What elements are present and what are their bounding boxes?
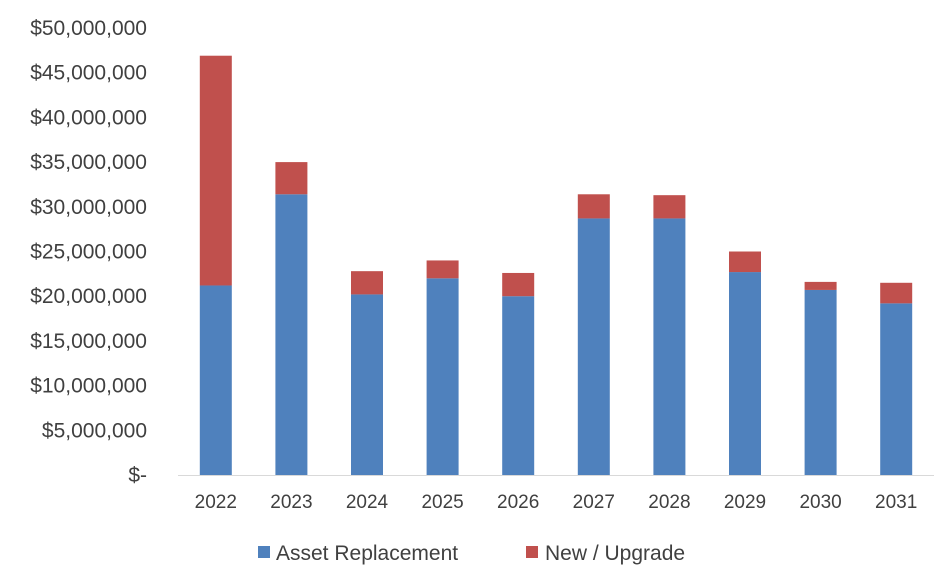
bar-asset-replacement — [880, 303, 913, 475]
legend-swatch-new-upgrade — [526, 546, 538, 558]
bar-new-upgrade — [502, 272, 535, 297]
bar-asset-replacement — [275, 194, 308, 475]
legend: Asset Replacement New / Upgrade — [258, 542, 685, 565]
bar-group — [199, 55, 913, 475]
x-tick-label: 2028 — [648, 492, 690, 513]
x-axis: 2022 2023 2024 2025 2026 2027 2028 2029 2030 2031 — [195, 492, 918, 513]
bar-new-upgrade — [577, 194, 610, 219]
x-tick-label: 2026 — [497, 492, 539, 513]
bar-asset-replacement — [804, 289, 837, 475]
y-axis: $- $5,000,000 $10,000,000 $15,000,000 $20,00… — [30, 17, 147, 487]
bar-new-upgrade — [275, 162, 308, 195]
bar-asset-replacement — [653, 218, 686, 475]
y-tick-label: $15,000,000 — [30, 330, 147, 353]
y-tick-label: $- — [128, 464, 147, 487]
y-tick-label: $35,000,000 — [30, 151, 147, 174]
x-tick-label: 2025 — [421, 492, 463, 513]
y-tick-label: $30,000,000 — [30, 196, 147, 219]
y-tick-label: $20,000,000 — [30, 285, 147, 308]
bar-asset-replacement — [199, 285, 232, 475]
x-tick-label: 2031 — [875, 492, 917, 513]
bar-new-upgrade — [653, 195, 686, 219]
legend-label-new-upgrade: New / Upgrade — [545, 542, 685, 565]
bar-new-upgrade — [804, 281, 837, 290]
bar-new-upgrade — [426, 260, 459, 279]
x-tick-label: 2027 — [573, 492, 615, 513]
bar-asset-replacement — [577, 218, 610, 475]
x-tick-label: 2029 — [724, 492, 766, 513]
legend-swatch-asset-replacement — [258, 546, 270, 558]
legend-label-asset-replacement: Asset Replacement — [276, 542, 458, 565]
x-tick-label: 2030 — [799, 492, 841, 513]
bar-asset-replacement — [729, 272, 761, 475]
bar-new-upgrade — [729, 251, 761, 273]
bar-new-upgrade — [199, 55, 232, 286]
bar-new-upgrade — [351, 271, 383, 295]
x-tick-label: 2024 — [346, 492, 389, 513]
y-tick-label: $40,000,000 — [30, 106, 147, 129]
y-tick-label: $50,000,000 — [30, 17, 147, 40]
bar-new-upgrade — [880, 282, 913, 304]
y-tick-label: $5,000,000 — [42, 419, 147, 442]
bar-asset-replacement — [502, 296, 535, 475]
y-tick-label: $45,000,000 — [30, 62, 147, 85]
x-tick-label: 2022 — [195, 492, 237, 513]
bar-asset-replacement — [351, 294, 383, 475]
y-tick-label: $25,000,000 — [30, 241, 147, 264]
y-tick-label: $10,000,000 — [30, 375, 147, 398]
x-tick-label: 2023 — [270, 492, 312, 513]
bar-asset-replacement — [426, 278, 459, 475]
